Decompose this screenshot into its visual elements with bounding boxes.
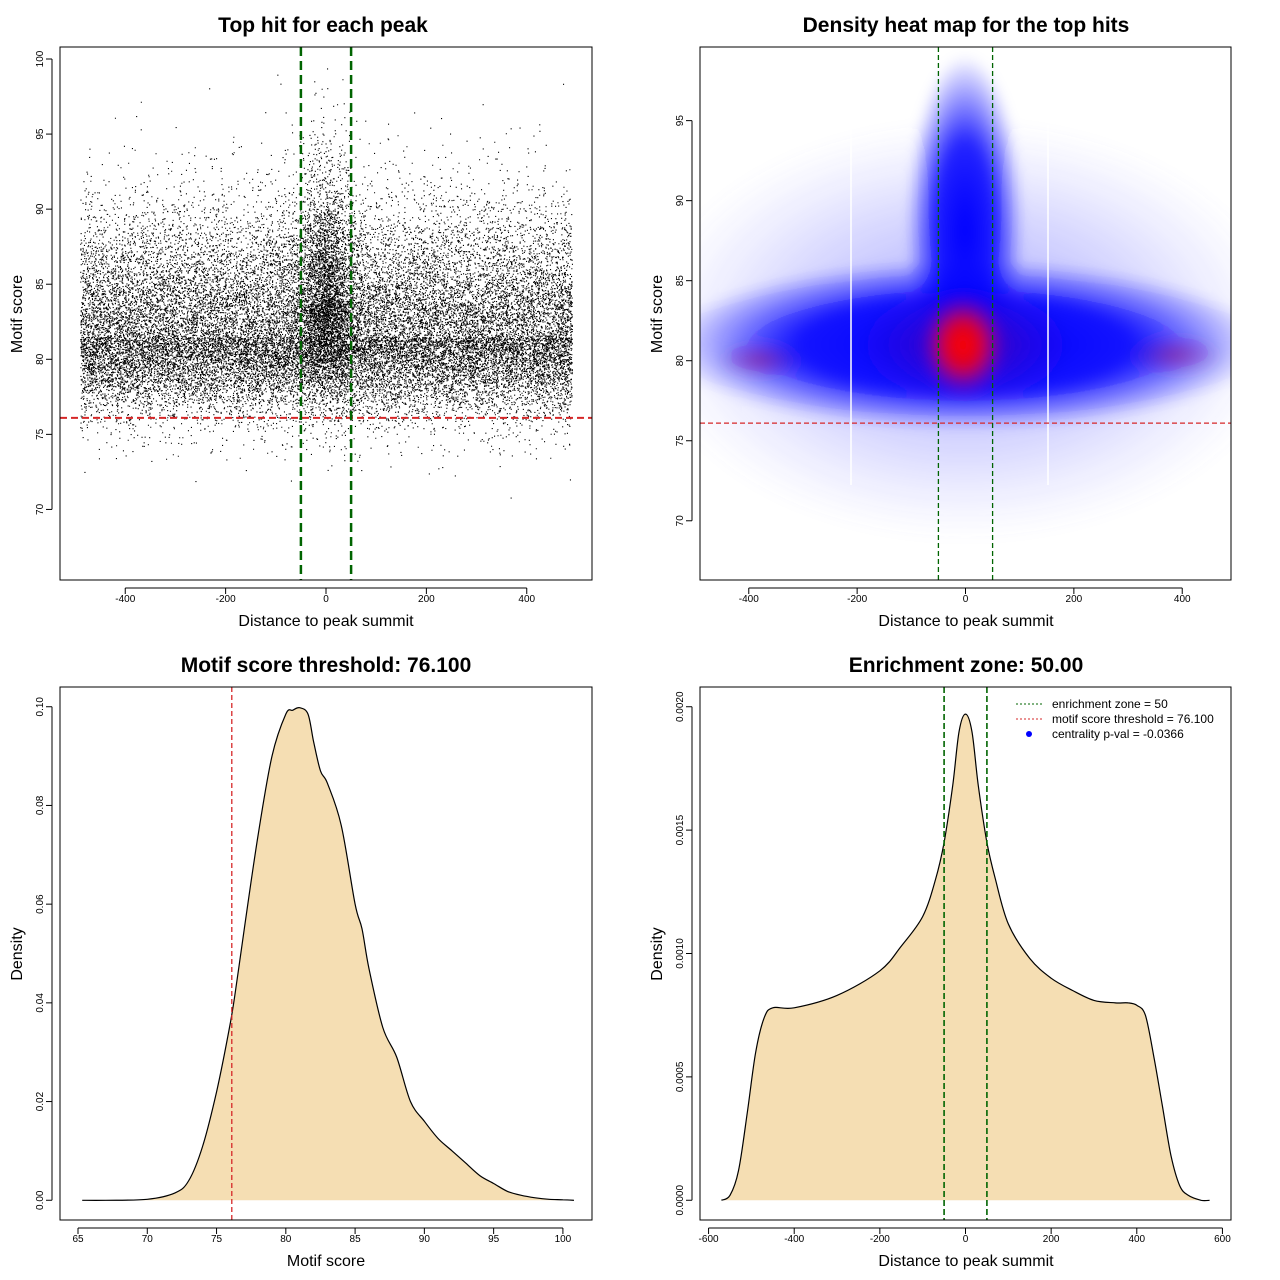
y-tick-label: 95 bbox=[675, 115, 686, 127]
score-density-y-axis: 0.00 0.02 0.04 0.06 0.08 0.10 bbox=[35, 697, 53, 1210]
x-tick-label: 400 bbox=[1128, 1234, 1145, 1245]
score-density-frame bbox=[59, 686, 593, 1221]
y-tick-label: 70 bbox=[675, 515, 686, 527]
distance-density-frame bbox=[699, 686, 1232, 1221]
x-tick-label: 200 bbox=[1043, 1234, 1060, 1245]
y-tick-label: 85 bbox=[675, 275, 686, 287]
y-tick-label: 95 bbox=[35, 128, 46, 140]
heat-side-right bbox=[1125, 333, 1225, 377]
y-tick-label: 90 bbox=[675, 195, 686, 207]
scatter-x-axis: -400 -200 0 200 400 bbox=[115, 587, 536, 605]
x-tick-label: 100 bbox=[555, 1234, 572, 1245]
score-density-panel: Motif score threshold: 76.100 65 70 75 80 85… bbox=[9, 654, 593, 1270]
heatmap-area bbox=[700, 55, 1231, 540]
y-tick-label: 0.0000 bbox=[675, 1185, 686, 1216]
distance-density-x-axis: -600 -400 -200 0 200 400 600 bbox=[699, 1227, 1231, 1245]
distance-density-area bbox=[721, 714, 1210, 1201]
distance-density-panel: Enrichment zone: 50.00 -600 -400 -200 0 200 4… bbox=[649, 654, 1232, 1270]
x-tick-label: -200 bbox=[216, 594, 236, 605]
distance-density-curve bbox=[721, 713, 1210, 1202]
score-density-x-axis: 65 70 75 80 85 90 95 100 bbox=[72, 1227, 572, 1245]
scatter-ylabel: Motif score bbox=[9, 275, 26, 353]
x-tick-label: 0 bbox=[963, 594, 969, 605]
x-tick-label: 200 bbox=[418, 594, 435, 605]
heatmap-title: Density heat map for the top hits bbox=[803, 14, 1130, 37]
x-tick-label: 85 bbox=[350, 1234, 362, 1245]
heatmap-x-axis: -400 -200 0 200 400 bbox=[739, 587, 1191, 605]
heatmap-y-axis: 70 75 80 85 90 95 bbox=[675, 115, 693, 527]
distance-density-xlabel: Distance to peak summit bbox=[878, 1253, 1054, 1270]
score-density-xlabel: Motif score bbox=[287, 1253, 365, 1270]
heatmap-panel: Density heat map for the top hits -400 -2… bbox=[649, 14, 1232, 630]
scatter-y-axis: 70 75 80 85 90 95 100 bbox=[35, 50, 53, 515]
x-tick-label: 75 bbox=[211, 1234, 223, 1245]
x-tick-label: -600 bbox=[699, 1234, 719, 1245]
x-tick-label: 600 bbox=[1214, 1234, 1231, 1245]
y-tick-label: 0.0015 bbox=[675, 814, 686, 845]
x-tick-label: -200 bbox=[870, 1234, 890, 1245]
x-tick-label: 400 bbox=[1174, 594, 1191, 605]
legend-pval-dot bbox=[1026, 731, 1032, 737]
legend-pval-label: centrality p-val = -0.0366 bbox=[1052, 727, 1184, 741]
y-tick-label: 0.0005 bbox=[675, 1061, 686, 1092]
score-density-ylabel: Density bbox=[9, 927, 26, 980]
legend-enrichment-label: enrichment zone = 50 bbox=[1052, 697, 1168, 711]
y-tick-label: 0.10 bbox=[35, 697, 46, 717]
heatmap-xlabel: Distance to peak summit bbox=[878, 613, 1054, 630]
y-tick-label: 0.0020 bbox=[675, 691, 686, 722]
scatter-title: Top hit for each peak bbox=[218, 14, 428, 37]
y-tick-label: 0.0010 bbox=[675, 938, 686, 969]
x-tick-label: -400 bbox=[739, 594, 759, 605]
heat-core bbox=[921, 293, 1005, 397]
legend-threshold-label: motif score threshold = 76.100 bbox=[1052, 712, 1214, 726]
scatter-point-cloud bbox=[80, 68, 573, 499]
heatmap-plot-frame bbox=[699, 46, 1232, 581]
legend: enrichment zone = 50 motif score thresho… bbox=[1016, 697, 1214, 741]
y-tick-label: 80 bbox=[35, 353, 46, 365]
scatter-xlabel: Distance to peak summit bbox=[238, 613, 414, 630]
x-tick-label: 400 bbox=[518, 594, 535, 605]
x-tick-label: 70 bbox=[142, 1234, 154, 1245]
x-tick-label: 90 bbox=[419, 1234, 431, 1245]
distance-density-ylabel: Density bbox=[649, 927, 666, 980]
scatter-plot-frame bbox=[59, 46, 593, 581]
y-tick-label: 100 bbox=[35, 50, 46, 67]
y-tick-label: 90 bbox=[35, 203, 46, 215]
distance-density-title: Enrichment zone: 50.00 bbox=[849, 654, 1084, 677]
distance-density-y-axis: 0.0000 0.0005 0.0010 0.0015 0.0020 bbox=[675, 691, 693, 1216]
x-tick-label: 80 bbox=[280, 1234, 292, 1245]
x-tick-label: 0 bbox=[963, 1234, 969, 1245]
scatter-points bbox=[80, 68, 573, 499]
y-tick-label: 70 bbox=[35, 503, 46, 515]
x-tick-label: 200 bbox=[1066, 594, 1083, 605]
y-tick-label: 0.04 bbox=[35, 993, 46, 1013]
y-tick-label: 0.02 bbox=[35, 1091, 46, 1111]
y-tick-label: 80 bbox=[675, 355, 686, 367]
x-tick-label: 0 bbox=[323, 594, 329, 605]
y-tick-label: 75 bbox=[35, 428, 46, 440]
y-tick-label: 0.08 bbox=[35, 795, 46, 815]
y-tick-label: 0.00 bbox=[35, 1190, 46, 1210]
x-tick-label: -400 bbox=[784, 1234, 804, 1245]
x-tick-label: -400 bbox=[115, 594, 135, 605]
x-tick-label: 95 bbox=[488, 1234, 500, 1245]
heat-side-left bbox=[715, 340, 805, 380]
score-density-title: Motif score threshold: 76.100 bbox=[181, 654, 472, 677]
scatter-panel: Top hit for each peak -400 -200 0 200 400 70… bbox=[9, 14, 593, 630]
heatmap-ylabel: Motif score bbox=[649, 275, 666, 353]
y-tick-label: 85 bbox=[35, 278, 46, 290]
x-tick-label: 65 bbox=[72, 1234, 84, 1245]
score-density-area bbox=[82, 707, 574, 1201]
y-tick-label: 75 bbox=[675, 435, 686, 447]
score-density-curve bbox=[82, 706, 575, 1201]
y-tick-label: 0.06 bbox=[35, 894, 46, 914]
x-tick-label: -200 bbox=[847, 594, 867, 605]
